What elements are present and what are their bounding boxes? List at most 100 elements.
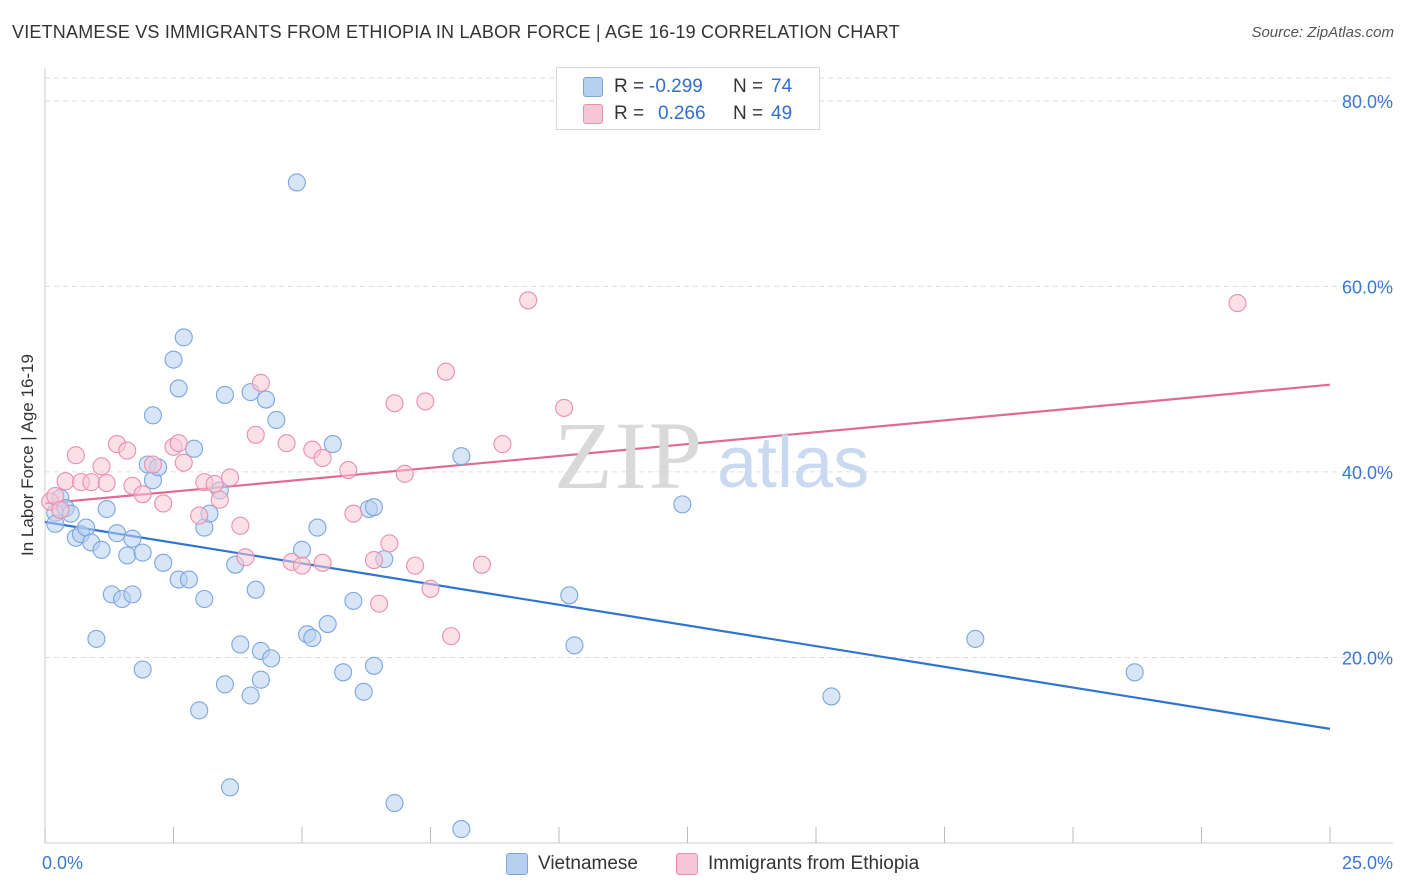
point-vietnamese xyxy=(92,540,111,559)
point-ethiopia xyxy=(154,494,173,513)
point-vietnamese xyxy=(164,350,183,369)
point-vietnamese xyxy=(123,585,142,604)
point-ethiopia xyxy=(220,468,240,487)
point-vietnamese xyxy=(179,570,198,589)
legend-r-label: R = xyxy=(614,76,645,97)
y-tick-label: 20.0% xyxy=(1342,648,1393,668)
point-ethiopia xyxy=(442,627,461,646)
legend-n-value: 49 xyxy=(771,103,793,124)
point-vietnamese xyxy=(364,498,384,517)
legend-swatch-vietnamese xyxy=(583,77,603,97)
point-vietnamese xyxy=(966,629,985,648)
point-ethiopia xyxy=(344,504,363,523)
point-vietnamese xyxy=(565,636,584,655)
point-ethiopia xyxy=(205,474,224,494)
point-vietnamese xyxy=(560,586,579,605)
source-credit: Source: ZipAtlas.com xyxy=(1251,24,1394,41)
point-ethiopia xyxy=(385,394,404,413)
point-vietnamese xyxy=(822,687,841,706)
point-ethiopia xyxy=(82,473,101,492)
point-ethiopia xyxy=(277,434,296,453)
point-vietnamese xyxy=(334,663,353,682)
point-ethiopia xyxy=(421,579,440,598)
bottom-legend-swatch-ethiopia xyxy=(676,853,698,875)
point-ethiopia xyxy=(236,548,255,567)
y-tick-label: 60.0% xyxy=(1342,277,1393,297)
watermark-atlas: atlas xyxy=(717,423,870,503)
bottom-legend-swatch-vietnamese xyxy=(506,853,528,875)
point-vietnamese xyxy=(133,660,152,679)
point-ethiopia xyxy=(519,291,538,310)
point-ethiopia xyxy=(174,453,193,472)
point-vietnamese xyxy=(220,778,240,797)
point-vietnamese xyxy=(174,328,193,347)
y-axis-label: In Labor Force | Age 16-19 xyxy=(18,354,37,556)
point-ethiopia xyxy=(51,500,70,520)
tick-labels: 20.0% 40.0% 60.0% 80.0% 0.0% 25.0% xyxy=(42,92,1393,873)
point-vietnamese xyxy=(241,686,260,705)
legend-r-label: R = xyxy=(614,103,645,124)
point-vietnamese xyxy=(385,794,404,813)
data-points xyxy=(41,173,1247,839)
point-vietnamese xyxy=(215,675,234,694)
point-ethiopia xyxy=(169,434,188,453)
watermark-zip: ZIP xyxy=(554,402,704,509)
point-ethiopia xyxy=(231,516,250,535)
point-ethiopia xyxy=(97,473,116,493)
point-vietnamese xyxy=(143,406,162,425)
point-vietnamese xyxy=(303,628,322,648)
point-vietnamese xyxy=(154,553,173,572)
point-vietnamese xyxy=(215,385,234,404)
point-vietnamese xyxy=(256,390,276,409)
stats-legend: R = -0.299 N = 74 R = 0.266 N = 49 xyxy=(556,67,820,130)
point-ethiopia xyxy=(339,461,358,480)
point-vietnamese xyxy=(308,518,327,537)
point-vietnamese xyxy=(97,499,116,519)
point-ethiopia xyxy=(555,398,574,417)
grid-lines xyxy=(45,77,1393,658)
point-vietnamese xyxy=(344,591,363,610)
point-ethiopia xyxy=(313,553,332,572)
point-vietnamese xyxy=(169,379,188,398)
point-vietnamese xyxy=(123,529,142,548)
point-ethiopia xyxy=(1228,294,1247,313)
point-ethiopia xyxy=(92,457,111,476)
point-vietnamese xyxy=(1125,663,1144,682)
point-vietnamese xyxy=(231,635,250,654)
legend-swatch-ethiopia xyxy=(583,104,603,124)
legend-n-label: N = xyxy=(733,76,764,97)
point-ethiopia xyxy=(190,506,209,525)
point-vietnamese xyxy=(287,173,306,192)
point-ethiopia xyxy=(66,446,85,465)
point-vietnamese xyxy=(354,682,373,701)
trend-line-ethiopia xyxy=(44,383,1331,505)
point-vietnamese xyxy=(133,543,152,562)
bottom-legend-label-ethiopia: Immigrants from Ethiopia xyxy=(708,853,920,874)
point-vietnamese xyxy=(452,820,471,839)
point-vietnamese xyxy=(246,580,265,599)
point-ethiopia xyxy=(313,448,332,468)
point-ethiopia xyxy=(493,435,512,454)
point-ethiopia xyxy=(406,556,425,575)
point-vietnamese xyxy=(190,701,209,720)
point-vietnamese xyxy=(673,495,692,514)
point-vietnamese xyxy=(87,629,106,648)
point-ethiopia xyxy=(370,594,389,613)
point-ethiopia xyxy=(395,464,414,483)
x-tick-label-max: 25.0% xyxy=(1342,853,1393,873)
point-ethiopia xyxy=(472,555,491,574)
point-ethiopia xyxy=(251,373,270,392)
point-vietnamese xyxy=(262,649,281,668)
point-ethiopia xyxy=(292,556,312,575)
x-tick-label-min: 0.0% xyxy=(42,853,83,873)
point-vietnamese xyxy=(318,615,337,634)
point-vietnamese xyxy=(251,670,270,689)
legend-n-value: 74 xyxy=(771,76,793,97)
point-vietnamese xyxy=(195,589,214,609)
point-ethiopia xyxy=(118,441,137,460)
point-ethiopia xyxy=(143,455,162,474)
axes xyxy=(44,68,1393,844)
point-vietnamese xyxy=(452,447,471,466)
point-ethiopia xyxy=(416,392,435,411)
